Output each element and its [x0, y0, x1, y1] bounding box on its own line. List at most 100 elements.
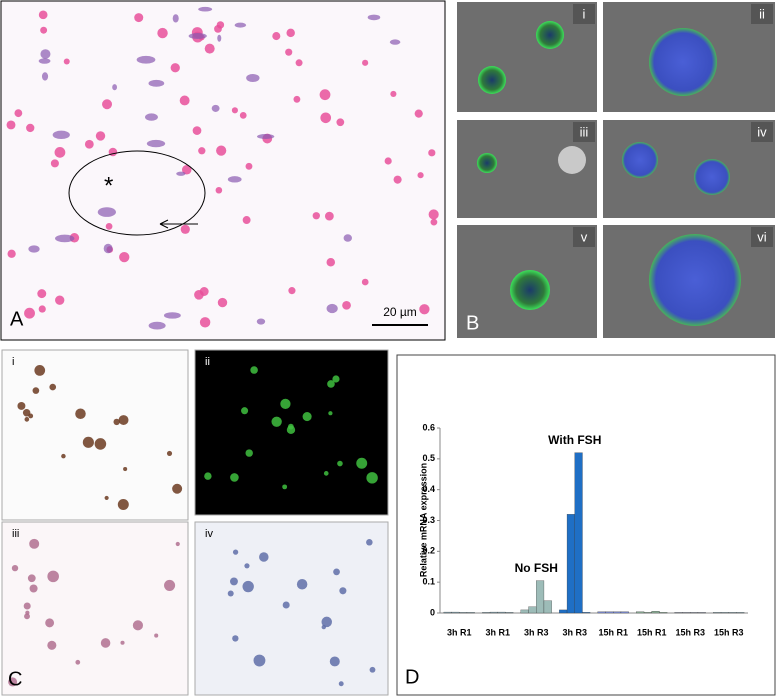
cell [82, 436, 94, 448]
panel-a [0, 0, 446, 341]
cell [257, 133, 275, 140]
cell [34, 365, 46, 376]
cell [148, 79, 165, 87]
cell [296, 579, 308, 590]
cell [428, 149, 436, 157]
cell [54, 146, 66, 158]
x-tick-label: 15h R1 [637, 627, 667, 637]
bar [651, 611, 660, 614]
cell [118, 415, 129, 425]
cell [343, 234, 352, 242]
cell [38, 305, 46, 313]
cell [204, 472, 212, 480]
cell [271, 416, 282, 427]
cell [256, 318, 266, 325]
cell [536, 21, 564, 49]
cell [477, 153, 497, 173]
cell [286, 425, 296, 435]
x-tick-label: 3h R1 [485, 627, 510, 637]
cell [117, 499, 129, 511]
cell [393, 175, 402, 184]
cell [11, 564, 19, 572]
bar [682, 612, 691, 614]
cell [28, 245, 40, 253]
cell [245, 162, 253, 170]
cell [198, 147, 206, 155]
cell [32, 387, 40, 394]
cell [105, 222, 113, 230]
panel-label: C [8, 668, 22, 690]
bar [643, 612, 652, 614]
label-box [573, 122, 595, 142]
cell [145, 113, 158, 121]
cell [285, 48, 293, 56]
cell [27, 574, 36, 583]
cell [37, 289, 47, 299]
cell [17, 401, 26, 410]
bar [497, 611, 506, 614]
cell [108, 147, 118, 157]
cell [337, 460, 343, 467]
cell [259, 552, 269, 562]
cell [232, 549, 239, 555]
bar [505, 612, 514, 614]
x-tick-label: 15h R3 [675, 627, 705, 637]
cell [25, 610, 30, 615]
cell [41, 72, 49, 81]
subpanel-label: i [583, 6, 586, 21]
bar [520, 609, 529, 614]
subpanel-label: iii [580, 124, 589, 139]
cell [120, 640, 125, 645]
cell [47, 640, 57, 650]
bar [466, 612, 475, 614]
x-tick-label: 15h R1 [598, 627, 628, 637]
cell [326, 303, 338, 314]
bar [582, 612, 591, 614]
cell [23, 602, 31, 610]
cell [180, 224, 190, 234]
cell [362, 59, 369, 66]
cell [321, 616, 333, 628]
cell [63, 58, 70, 65]
cell [217, 34, 222, 42]
cell [55, 234, 75, 243]
cell [211, 104, 220, 112]
cell [356, 457, 368, 469]
x-tick-label: 15h R3 [714, 627, 744, 637]
subpanel-label: ii [205, 356, 210, 368]
cell [24, 307, 35, 319]
cell [52, 130, 70, 140]
cell [29, 538, 40, 549]
cell [94, 438, 107, 450]
cell [329, 656, 340, 667]
y-tick-label: 0.2 [422, 546, 435, 556]
bar [559, 609, 568, 614]
panel-label: A [10, 308, 24, 330]
cell [123, 466, 128, 472]
cell [148, 321, 166, 330]
cell [328, 411, 333, 416]
x-tick-label: 3h R1 [447, 627, 472, 637]
cell [428, 209, 439, 220]
panel-d [396, 354, 776, 696]
cell [175, 541, 180, 547]
cell [103, 243, 113, 254]
cell [333, 568, 340, 576]
cell [280, 398, 291, 410]
cell [113, 418, 120, 426]
y-tick-label: 0.1 [422, 577, 435, 587]
cell [342, 300, 351, 310]
cell [26, 123, 35, 133]
subpanel-label: v [581, 229, 588, 244]
cell [24, 417, 30, 422]
cell [6, 120, 16, 130]
bar [613, 611, 622, 614]
bar [713, 612, 722, 614]
cell [369, 666, 376, 673]
cell [61, 453, 66, 459]
cell [282, 484, 288, 490]
bar [574, 452, 583, 614]
